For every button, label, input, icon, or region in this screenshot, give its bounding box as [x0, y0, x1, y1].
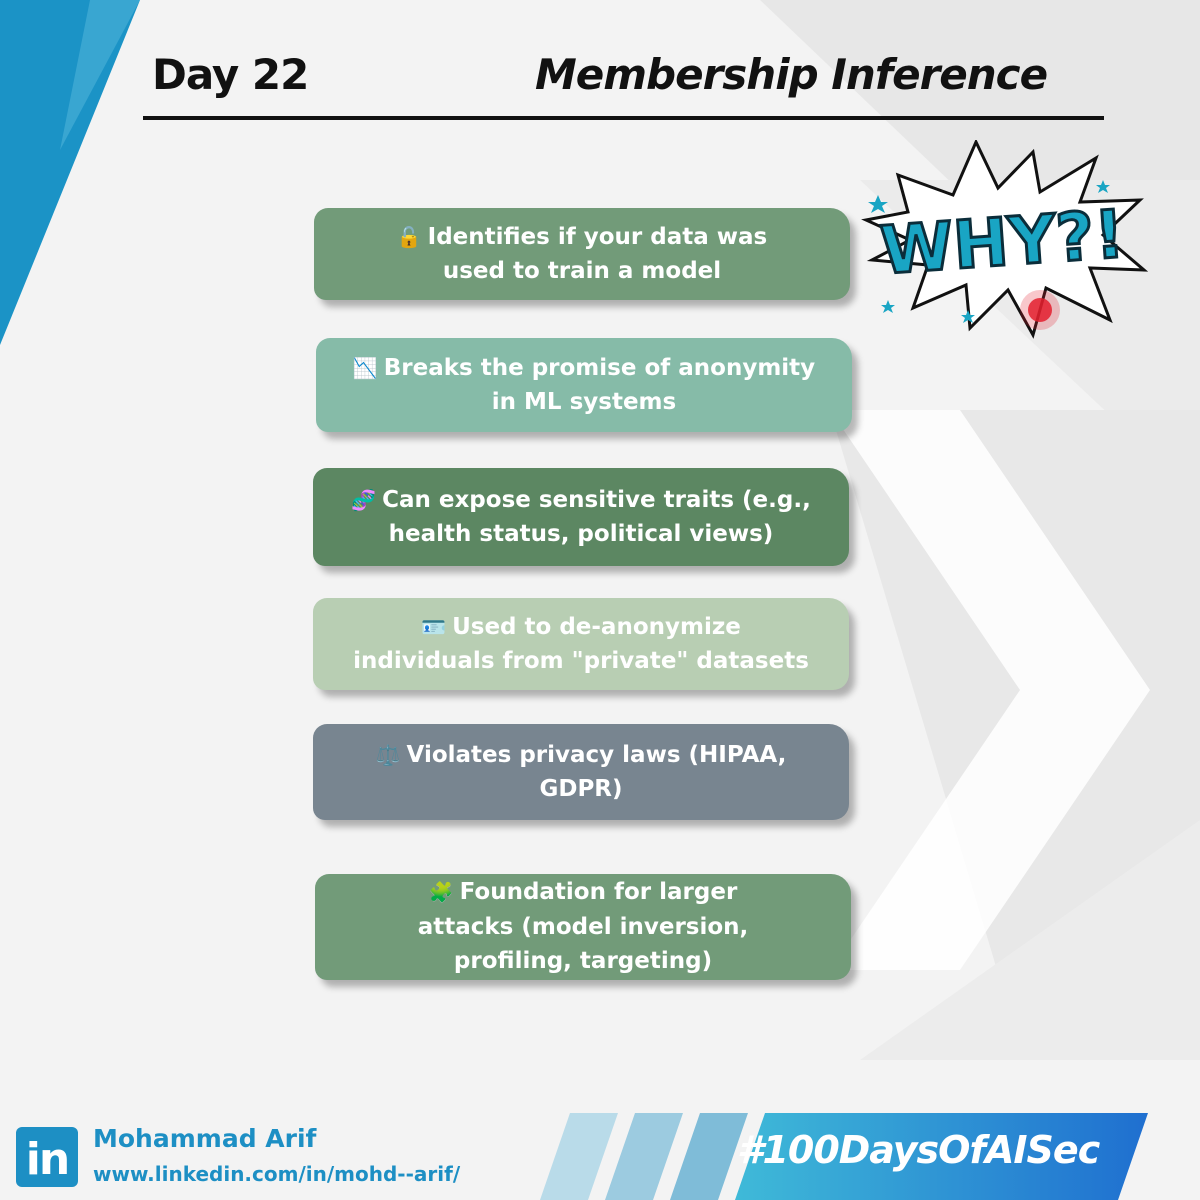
card-5-text: ⚖️ Violates privacy laws (HIPAA, GDPR) — [375, 741, 787, 803]
why-burst-icon: WHY?! — [861, 140, 1148, 339]
card-breaks-anonymity: 📉 Breaks the promise of anonymity in ML s… — [316, 338, 852, 432]
linkedin-logo-icon[interactable]: in — [16, 1127, 78, 1187]
dna-icon: 🧬 — [351, 487, 377, 512]
author-name: Mohammad Arif — [93, 1124, 317, 1153]
author-profile-link[interactable]: www.linkedin.com/in/mohd--arif/ — [93, 1162, 461, 1186]
card-6-text: 🧩 Foundation for larger attacks (model in… — [417, 879, 749, 975]
card-privacy-laws: ⚖️ Violates privacy laws (HIPAA, GDPR) — [313, 724, 849, 820]
balance-scale-icon: ⚖️ — [375, 742, 401, 767]
day-label: Day 22 — [152, 50, 309, 99]
card-foundation-attacks: 🧩 Foundation for larger attacks (model in… — [315, 874, 851, 980]
id-card-icon: 🪪 — [421, 614, 447, 639]
card-2-text: 📉 Breaks the promise of anonymity in ML s… — [352, 354, 816, 416]
chart-decreasing-icon: 📉 — [352, 355, 378, 380]
page-title: Membership Inference — [535, 50, 1048, 99]
card-3-text: 🧬 Can expose sensitive traits (e.g., heal… — [351, 486, 811, 548]
hashtag-banner — [540, 1113, 1148, 1200]
puzzle-piece-icon: 🧩 — [428, 880, 454, 905]
unlocked-padlock-icon: 🔓 — [396, 224, 422, 249]
why-badge-text: WHY?! — [878, 196, 1127, 290]
card-4-text: 🪪 Used to de-anonymize individuals from "… — [353, 613, 809, 675]
hashtag-label: #100DaysOfAISec — [737, 1128, 1100, 1172]
card-1-text: 🔓 Identifies if your data was used to tra… — [396, 223, 768, 285]
card-de-anonymize: 🪪 Used to de-anonymize individuals from "… — [313, 598, 849, 690]
title-divider — [143, 116, 1104, 120]
card-sensitive-traits: 🧬 Can expose sensitive traits (e.g., heal… — [313, 468, 849, 566]
card-identifies-training-data: 🔓 Identifies if your data was used to tra… — [314, 208, 850, 300]
